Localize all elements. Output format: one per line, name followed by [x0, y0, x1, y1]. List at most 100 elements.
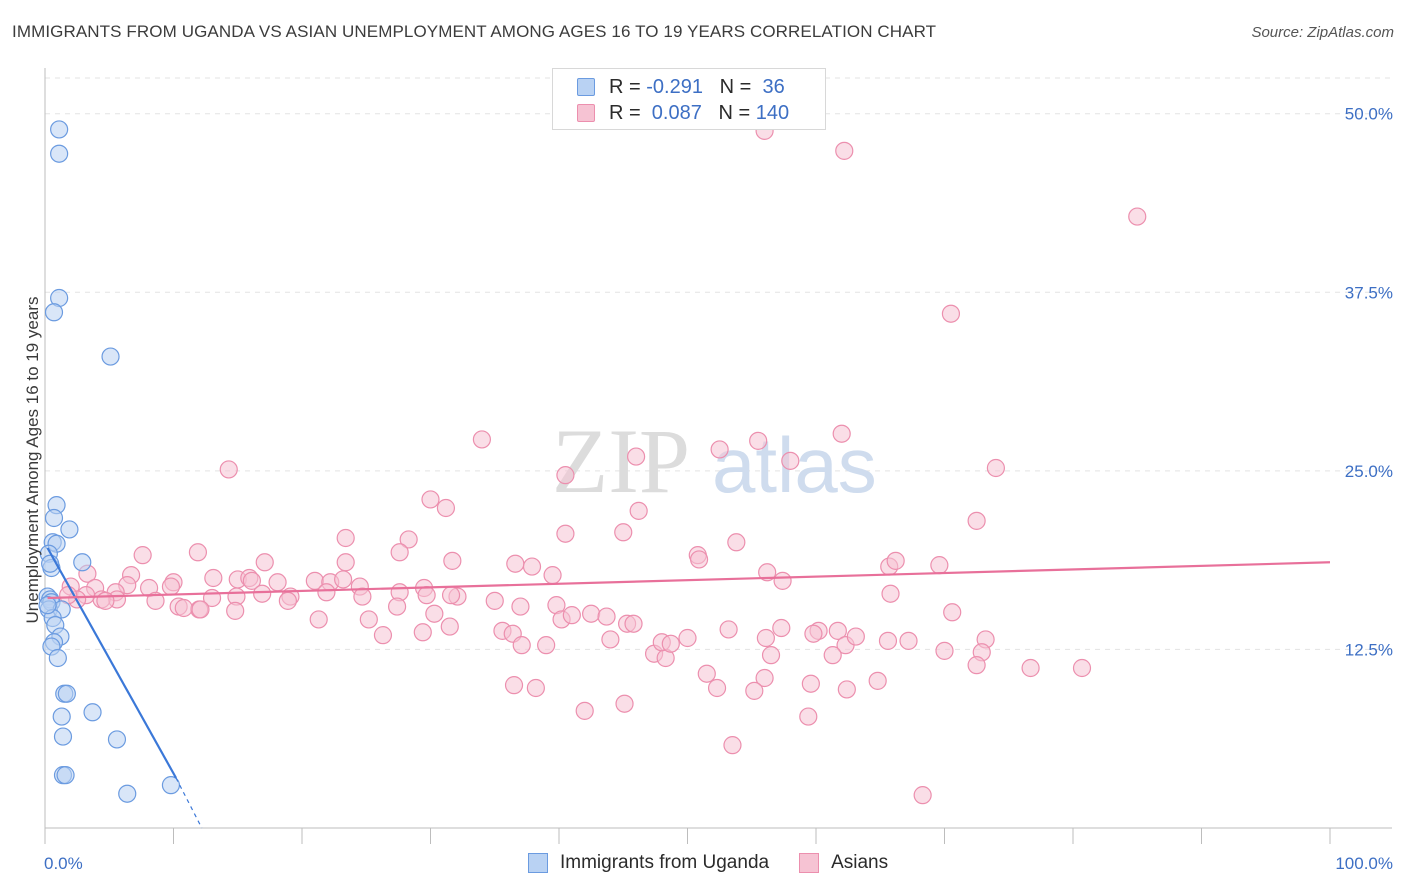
asian-point — [886, 551, 905, 570]
asian-point — [781, 451, 800, 470]
legend-r-label: R = — [609, 101, 641, 124]
uganda-point — [60, 520, 79, 539]
asian-point — [626, 447, 646, 466]
asian-point — [353, 587, 372, 606]
asian-point — [967, 656, 986, 675]
legend-row-uganda: R = -0.291 N = 36 — [577, 74, 785, 100]
asian-point — [615, 694, 634, 713]
asian-point — [253, 584, 272, 603]
asian-point — [597, 607, 616, 626]
asian-point — [801, 674, 820, 693]
uganda-point — [83, 703, 102, 722]
asian-point — [967, 511, 986, 530]
series-legend-uganda[interactable]: Immigrants from Uganda — [528, 852, 769, 874]
asian-point — [943, 603, 962, 622]
legend-n-label: N = — [718, 101, 751, 124]
series-label-asian: Asians — [831, 852, 889, 873]
asian-point — [161, 577, 181, 596]
asian-point — [255, 553, 274, 572]
asian-point — [772, 618, 791, 638]
uganda-point — [118, 784, 137, 803]
asian-point — [986, 458, 1006, 478]
asian-point — [878, 631, 898, 650]
legend-swatch-uganda — [577, 78, 595, 96]
uganda-trend-extension — [175, 777, 203, 829]
series-swatch-uganda — [528, 853, 548, 873]
asian-point — [309, 610, 328, 629]
watermark: ZIP atlas — [552, 410, 877, 512]
series-legend-asian[interactable]: Asians — [799, 852, 888, 874]
asian-point — [413, 623, 432, 642]
asian-point — [485, 591, 504, 610]
asian-point — [614, 523, 633, 542]
series-legend: Immigrants from Uganda Asians — [528, 852, 918, 874]
asian-point — [506, 554, 525, 573]
asian-point — [868, 671, 887, 690]
asian-point — [935, 641, 954, 660]
legend-swatch-asian — [577, 104, 595, 122]
asian-point — [899, 631, 918, 650]
asian-point — [443, 551, 462, 570]
asian-point — [317, 583, 336, 602]
asian-point — [522, 557, 542, 576]
legend-r-value: 0.087 — [646, 101, 702, 124]
uganda-point — [38, 596, 57, 615]
asian-point — [526, 678, 545, 698]
asian-point — [719, 620, 738, 639]
asian-point — [436, 498, 456, 518]
asian-point — [472, 430, 491, 449]
asian-point — [543, 566, 562, 585]
asian-point — [219, 460, 238, 479]
asian-point — [575, 701, 594, 720]
asian-point — [387, 597, 407, 616]
x-tick-label: 100.0% — [1335, 854, 1393, 873]
source-label: Source: ZipAtlas.com — [1251, 24, 1394, 41]
asian-point — [913, 786, 932, 805]
asian-point — [697, 664, 716, 683]
asian-point — [390, 543, 409, 562]
uganda-point — [48, 648, 67, 668]
asian-point — [804, 624, 823, 643]
x-tick-label: 0.0% — [44, 854, 83, 873]
asian-point — [278, 591, 297, 610]
asian-point — [727, 533, 746, 552]
y-tick-label: 37.5% — [1345, 283, 1393, 302]
asian-point — [1128, 207, 1147, 226]
asian-point — [146, 591, 165, 610]
trend-lines — [46, 547, 1331, 829]
asian-point — [941, 304, 961, 323]
asian-point — [582, 604, 601, 623]
uganda-point — [44, 303, 64, 322]
asian-point — [930, 556, 949, 575]
asian-point — [661, 634, 680, 653]
uganda-point — [101, 347, 120, 366]
asian-point — [226, 601, 245, 620]
legend-r-value: -0.291 — [646, 75, 703, 98]
gridlines — [45, 77, 1392, 650]
asian-point — [1021, 658, 1040, 678]
chart-title: IMMIGRANTS FROM UGANDA VS ASIAN UNEMPLOY… — [12, 22, 937, 41]
asian-point — [761, 646, 781, 665]
asian-point — [707, 678, 727, 698]
watermark-zip: ZIP — [552, 410, 690, 512]
y-tick-label: 50.0% — [1345, 105, 1393, 124]
asian-point — [504, 676, 524, 695]
asian-point — [511, 597, 530, 616]
asian-point — [336, 553, 355, 572]
legend-n-value: 36 — [756, 75, 785, 98]
asian-point — [242, 571, 261, 590]
asian-point — [601, 630, 620, 649]
asian-point — [188, 543, 208, 562]
asian-point — [556, 466, 575, 485]
asian-point — [823, 646, 842, 665]
legend-n-value: 140 — [755, 101, 790, 124]
asian-point — [689, 550, 709, 569]
uganda-point — [52, 707, 71, 726]
asian-point — [399, 530, 418, 549]
uganda-point — [107, 730, 127, 749]
asian-point — [678, 628, 697, 648]
x-tick-labels: 0.0% 100.0% — [44, 854, 1393, 873]
asian-point — [828, 621, 847, 640]
uganda-point — [57, 684, 76, 703]
